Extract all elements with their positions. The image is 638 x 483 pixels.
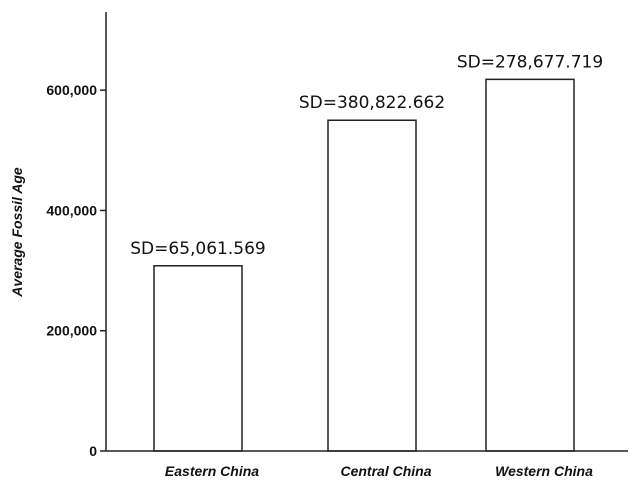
y-axis-title: Average Fossil Age xyxy=(9,167,25,298)
y-tick-label: 600,000 xyxy=(46,82,97,98)
y-tick-label: 200,000 xyxy=(46,323,97,339)
y-tick-label: 400,000 xyxy=(46,202,97,218)
bar-sd-label: SD=278,677.719 xyxy=(457,52,603,72)
bar xyxy=(327,119,417,452)
y-axis-ticks: 0 200,000 400,000 600,000 xyxy=(46,82,106,459)
x-category-label: Central China xyxy=(340,463,431,479)
bar-annotations: SD=65,061.569 SD=380,822.662 SD=278,677.71… xyxy=(130,52,603,258)
x-category-label: Western China xyxy=(495,463,593,479)
y-tick-label: 0 xyxy=(89,443,97,459)
x-category-label: Eastern China xyxy=(165,463,259,479)
bars xyxy=(153,78,575,452)
bar-sd-label: SD=65,061.569 xyxy=(130,239,265,259)
bar xyxy=(153,265,243,452)
bar xyxy=(485,78,575,452)
bar-sd-label: SD=380,822.662 xyxy=(299,93,445,113)
x-axis-labels: Eastern China Central China Western China xyxy=(165,463,593,479)
